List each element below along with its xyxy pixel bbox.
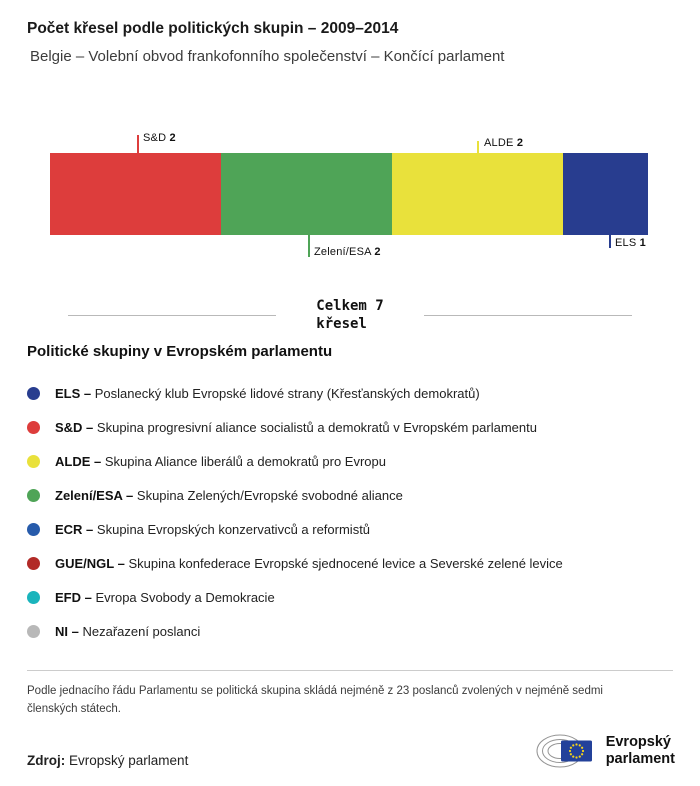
- bar-label-sd-name: S&D: [143, 132, 167, 144]
- legend-abbr: GUE/NGL –: [55, 555, 125, 571]
- bar-label-alde: ALDE 2: [484, 137, 523, 149]
- callout-line-sd: [137, 135, 139, 153]
- footnote: Podle jednacího řádu Parlamentu se polit…: [27, 670, 673, 719]
- bar-segment-zeleni-esa: [220, 153, 392, 235]
- legend-abbr: ALDE –: [55, 453, 102, 469]
- bar-label-alde-value: 2: [516, 137, 524, 149]
- divider-line-left: [68, 314, 277, 316]
- bar-label-sd: S&D 2: [143, 132, 176, 144]
- source-label: Zdroj:: [27, 753, 66, 768]
- bar-label-els-value: 1: [639, 237, 646, 249]
- header: Počet křesel podle politických skupin – …: [0, 0, 700, 65]
- legend-desc: Skupina konfederace Evropské sjednocené …: [128, 555, 563, 571]
- total-seats-line2: křesel: [316, 316, 367, 333]
- total-seats-line1: Celkem 7: [316, 298, 384, 314]
- total-seats-label: Celkem 7 křesel: [316, 297, 383, 333]
- seats-stacked-bar-chart: S&D 2 ALDE 2 Zelení/ESA 2 ELS 1: [0, 127, 700, 259]
- legend-title: Politické skupiny v Evropském parlamentu: [27, 343, 333, 361]
- legend-abbr: ECR –: [55, 521, 94, 537]
- legend-dot-gue-ngl: [27, 556, 40, 570]
- bar-segment-alde: [391, 153, 563, 235]
- page-subtitle: Belgie – Volební obvod frankofonního spo…: [30, 48, 505, 65]
- legend-dot-sd: [27, 420, 40, 434]
- legend-item-sd: S&D – Skupina progresivní aliance social…: [27, 410, 673, 444]
- eu-flag-stars: [568, 743, 584, 759]
- callout-line-zeleni: [308, 235, 310, 257]
- bar-label-sd-value: 2: [169, 132, 176, 144]
- legend-abbr: ELS –: [55, 385, 92, 401]
- legend-item-els: ELS – Poslanecký klub Evropské lidové st…: [27, 376, 673, 410]
- legend-desc: Skupina Evropských konzervativců a refor…: [96, 521, 371, 537]
- footnote-text: Podle jednacího řádu Parlamentu se polit…: [27, 685, 603, 716]
- legend-abbr: Zelení/ESA –: [55, 487, 134, 503]
- legend-desc: Skupina progresivní aliance socialistů a…: [96, 419, 537, 435]
- legend-dot-ecr: [27, 522, 40, 536]
- legend-dot-els: [27, 386, 40, 400]
- logo-word-2: parlament: [605, 751, 675, 767]
- logo-wordmark: Evropský parlament: [606, 734, 675, 767]
- legend-item-ecr: ECR – Skupina Evropských konzervativců a…: [27, 512, 673, 546]
- legend-list: ELS – Poslanecký klub Evropské lidové st…: [27, 376, 673, 648]
- bar-label-zeleni-value: 2: [374, 246, 381, 258]
- callout-line-els: [609, 235, 611, 248]
- source-value: Evropský parlament: [69, 753, 189, 768]
- legend-abbr: EFD –: [55, 589, 92, 605]
- page-title: Počet křesel podle politických skupin – …: [27, 20, 399, 37]
- divider-line-right: [423, 314, 632, 316]
- legend-item-efd: EFD – Evropa Svobody a Demokracie: [27, 580, 673, 614]
- stacked-bar: [50, 153, 648, 235]
- legend-dot-alde: [27, 454, 40, 468]
- logo-word-1: Evropský: [605, 734, 671, 751]
- legend-dot-zeleni-esa: [27, 488, 40, 502]
- callout-line-alde: [477, 141, 479, 153]
- bar-label-alde-name: ALDE: [484, 137, 514, 149]
- legend-abbr: NI –: [55, 623, 79, 639]
- legend-item-ni: NI – Nezařazení poslanci: [27, 614, 673, 648]
- legend-desc: Skupina Aliance liberálů a demokratů pro…: [104, 453, 386, 469]
- legend-desc: Evropa Svobody a Demokracie: [95, 589, 275, 605]
- bar-label-els-name: ELS: [615, 237, 637, 249]
- legend-dot-ni: [27, 624, 40, 638]
- bar-segment-sd: [50, 153, 221, 235]
- bar-segment-els: [562, 153, 648, 235]
- eu-flag: [560, 740, 592, 762]
- source: Zdroj: Evropský parlament: [27, 753, 188, 774]
- bar-label-els: ELS 1: [615, 237, 646, 249]
- legend-abbr: S&D –: [55, 419, 94, 435]
- legend-desc: Skupina Zelených/Evropské svobodné alian…: [136, 487, 403, 503]
- ep-hemicycle-flag-icon: [536, 734, 592, 768]
- bar-label-zeleni-name: Zelení/ESA: [314, 246, 372, 258]
- legend-desc: Poslanecký klub Evropské lidové strany (…: [94, 385, 480, 401]
- total-seats-divider: Celkem 7 křesel: [68, 297, 632, 333]
- european-parliament-logo: Evropský parlament: [536, 728, 675, 774]
- legend-desc: Nezařazení poslanci: [82, 623, 201, 639]
- legend-item-alde: ALDE – Skupina Aliance liberálů a demokr…: [27, 444, 673, 478]
- legend: Politické skupiny v Evropském parlamentu…: [27, 343, 673, 648]
- legend-dot-efd: [27, 590, 40, 604]
- bar-label-zeleni: Zelení/ESA 2: [314, 246, 381, 258]
- legend-item-zeleni-esa: Zelení/ESA – Skupina Zelených/Evropské s…: [27, 478, 673, 512]
- legend-item-gue-ngl: GUE/NGL – Skupina konfederace Evropské s…: [27, 546, 673, 580]
- footer: Zdroj: Evropský parlament: [27, 728, 675, 774]
